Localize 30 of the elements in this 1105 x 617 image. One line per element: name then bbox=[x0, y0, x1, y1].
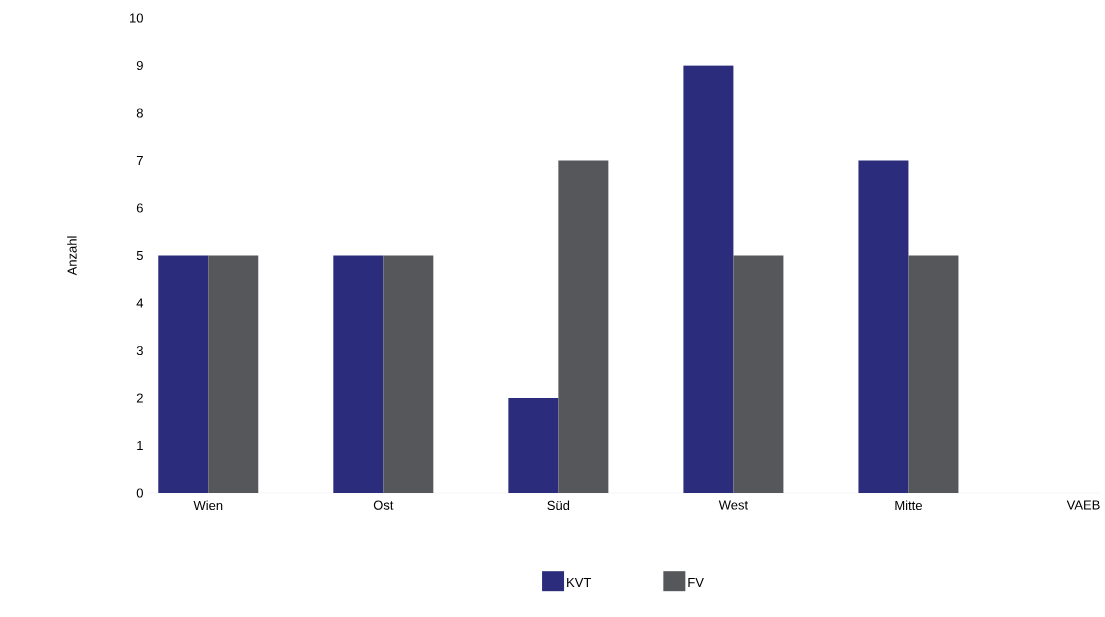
y-tick-label: 2 bbox=[136, 393, 143, 403]
bar bbox=[208, 255, 259, 493]
bar bbox=[383, 255, 434, 493]
y-tick-label: 3 bbox=[136, 345, 143, 356]
x-tick-label: Süd bbox=[547, 500, 570, 511]
y-tick-label: 1 bbox=[137, 441, 143, 450]
x-tick-label: West bbox=[718, 500, 748, 510]
y-tick-label: 0 bbox=[136, 488, 143, 498]
bar bbox=[858, 160, 909, 493]
legend-label: FV bbox=[688, 577, 704, 587]
bar bbox=[683, 65, 734, 493]
bar bbox=[508, 397, 559, 493]
bar bbox=[908, 255, 959, 493]
bar bbox=[158, 255, 209, 493]
y-tick-label: 10 bbox=[130, 13, 143, 23]
y-axis-title: Anzahl bbox=[67, 236, 77, 276]
legend-label: KVT bbox=[567, 577, 592, 587]
y-tick-label: 5 bbox=[136, 250, 143, 261]
y-tick-label: 9 bbox=[136, 60, 143, 71]
x-tick-label: Ost bbox=[373, 500, 394, 510]
bar bbox=[558, 160, 609, 493]
y-tick-label: 7 bbox=[136, 156, 143, 165]
x-tick-label: VAEB bbox=[1066, 500, 1100, 510]
y-tick-label: 6 bbox=[136, 203, 143, 213]
bar bbox=[733, 255, 784, 493]
y-tick-label: 4 bbox=[136, 298, 144, 308]
bar bbox=[333, 255, 384, 493]
x-tick-label: Wien bbox=[193, 500, 223, 511]
y-tick-label: 8 bbox=[136, 108, 143, 118]
x-tick-label: Mitte bbox=[895, 500, 922, 511]
